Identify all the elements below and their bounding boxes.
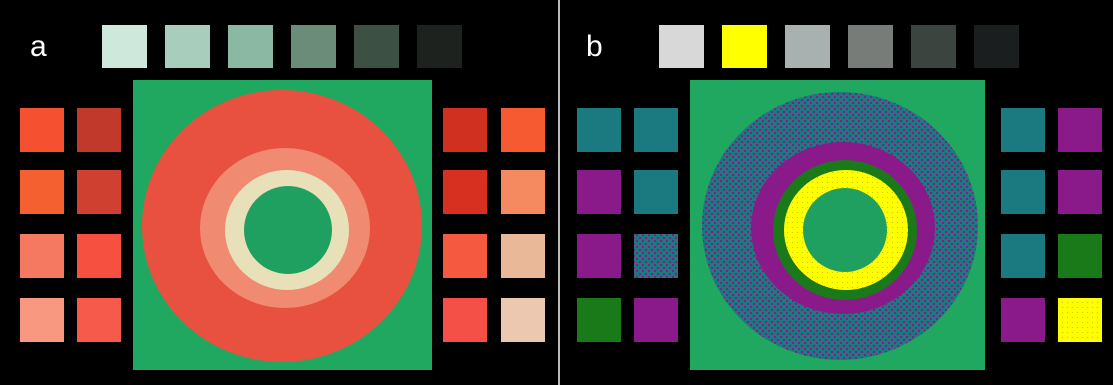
page: a b — [0, 0, 1113, 385]
panel-label: a — [30, 30, 47, 63]
apple-photo — [133, 80, 432, 370]
panel-a: a — [0, 0, 558, 385]
figure: a b — [0, 0, 1113, 385]
panel-b: b — [560, 0, 1113, 385]
classified-apple — [690, 80, 985, 370]
panel-label: b — [586, 30, 603, 63]
